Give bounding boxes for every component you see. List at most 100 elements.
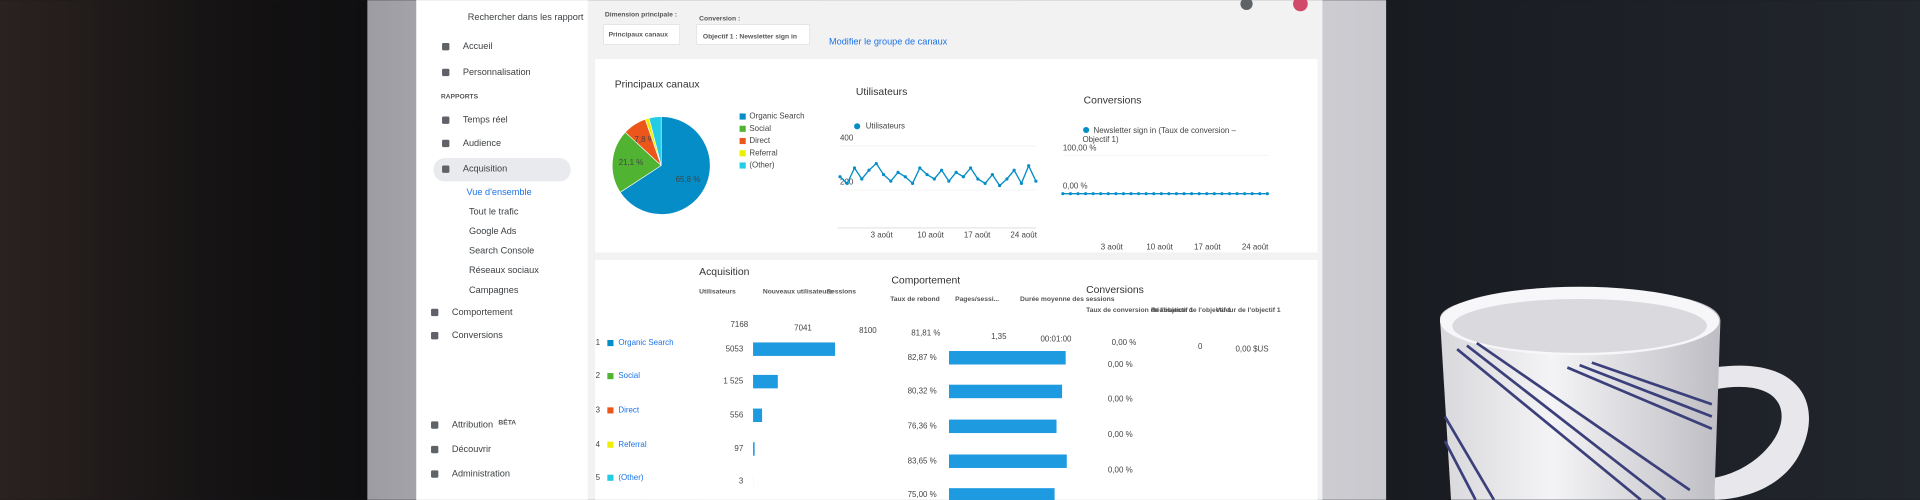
x-tick-label: 24 août: [1010, 230, 1037, 239]
nav-item[interactable]: Vue d'ensemble: [467, 187, 532, 197]
x-tick-label: 24 août: [1242, 243, 1269, 252]
nav-item[interactable]: Conversions: [452, 330, 503, 340]
bar: [948, 384, 1063, 399]
nav-item[interactable]: Campagnes: [469, 285, 519, 295]
nav-item[interactable]: Search Console: [469, 246, 534, 256]
pie-slice: [648, 116, 662, 166]
x-tick-label: 10 août: [1146, 243, 1173, 252]
slice-label: 21,1 %: [619, 158, 644, 167]
cell-value: 0,00 %: [1108, 466, 1133, 475]
section-title: Acquisition: [699, 267, 749, 278]
cell-value: 1 525: [723, 377, 743, 386]
nav-item[interactable]: Attribution: [452, 420, 493, 430]
slice-label: 7,8 %: [634, 135, 654, 144]
column-header: Pages/sessi...: [955, 296, 999, 303]
nav-item[interactable]: Réseaux sociaux: [469, 265, 539, 275]
bar: [753, 442, 755, 456]
column-header: Taux de rebond: [890, 296, 940, 303]
nav-item[interactable]: Tout le trafic: [469, 206, 519, 216]
total-value: 7041: [794, 323, 812, 332]
nav-icon: [442, 43, 450, 51]
nav-item[interactable]: Accueil: [463, 41, 493, 51]
section-label: RAPPORTS: [441, 94, 479, 101]
total-value: 1,35: [991, 332, 1007, 341]
total-value: 0,00 %: [1112, 338, 1137, 347]
legend-dot: [854, 123, 861, 130]
cell-value: 80,32 %: [908, 387, 937, 396]
y-tick-label: 400: [840, 134, 854, 143]
row-swatch: [607, 441, 614, 448]
dropdown[interactable]: [603, 24, 680, 45]
row-label[interactable]: Referral: [618, 440, 646, 449]
avatar[interactable]: [1293, 0, 1308, 12]
nav-item[interactable]: Temps réel: [463, 115, 508, 125]
row-label[interactable]: Organic Search: [618, 338, 673, 347]
legend-label: Newsletter sign in (Taux de conversion –…: [1082, 126, 1236, 144]
column-header: Réalisation de l'objectif 1: [1151, 307, 1232, 314]
dropdown-value: Principaux canaux: [609, 31, 669, 38]
row-label[interactable]: Direct: [618, 406, 640, 415]
nav-item[interactable]: Audience: [463, 138, 501, 148]
bar: [948, 454, 1067, 468]
link[interactable]: Modifier le groupe de canaux: [829, 36, 948, 46]
cell-value: 75,00 %: [908, 490, 937, 499]
nav-item[interactable]: Administration: [452, 469, 510, 479]
row-swatch: [607, 407, 614, 414]
dropdown[interactable]: [696, 24, 810, 45]
row-label[interactable]: (Other): [618, 473, 643, 482]
x-tick-label: 17 août: [1194, 243, 1221, 252]
row-number: 1: [596, 338, 601, 347]
card-title: Conversions: [1084, 95, 1142, 106]
cell-value: 0,00 %: [1108, 360, 1133, 369]
row-number: 4: [596, 440, 601, 449]
legend-label: Direct: [749, 136, 771, 145]
mug-stripes: [1443, 341, 1713, 500]
row-number: 3: [596, 406, 601, 415]
mug-inside: [1452, 298, 1707, 353]
legend-swatch: [739, 137, 746, 145]
total-value: 0,00 $US: [1235, 344, 1268, 353]
nav-icon: [442, 139, 450, 148]
legend-label: Utilisateurs: [866, 121, 905, 130]
nav-icon: [431, 470, 439, 478]
cell-value: 0,00 %: [1108, 394, 1133, 403]
nav-icon: [431, 308, 439, 317]
nav-item[interactable]: Découvrir: [452, 444, 491, 454]
nav-item[interactable]: Google Ads: [469, 226, 517, 236]
total-value: 0: [1198, 342, 1203, 351]
pie-slice: [619, 116, 711, 215]
row-label[interactable]: Social: [618, 371, 640, 380]
legend-swatch: [739, 162, 746, 169]
bar: [948, 488, 1055, 500]
nav-icon: [442, 116, 450, 124]
legend-label: Organic Search: [749, 112, 804, 121]
cell-value: 3: [739, 477, 744, 486]
y-tick-label: 0,00 %: [1063, 181, 1088, 190]
mug-handle: [1714, 365, 1810, 500]
row-swatch: [607, 474, 614, 481]
legend-label: Social: [749, 124, 771, 133]
total-value: 8100: [859, 326, 877, 335]
nav-item[interactable]: Personnalisation: [463, 67, 531, 77]
legend-label: Referral: [749, 148, 777, 157]
cell-value: 97: [734, 444, 743, 453]
cell-value: 83,65 %: [908, 456, 937, 465]
row-swatch: [607, 340, 614, 347]
y-tick-label: 100,00 %: [1063, 143, 1097, 152]
nav-icon: [431, 421, 439, 429]
nav-item[interactable]: Acquisition: [463, 164, 507, 174]
x-tick-label: 17 août: [964, 230, 991, 239]
legend-swatch: [739, 113, 746, 120]
dropdown-value: Objectif 1 : Newsletter sign in: [703, 34, 797, 41]
card-title: Utilisateurs: [856, 87, 907, 98]
total-value: 7168: [730, 320, 748, 329]
help-icon[interactable]: [1240, 0, 1253, 10]
nav-icon: [431, 445, 439, 454]
cell-value: 0,00 %: [1108, 430, 1133, 439]
nav-item[interactable]: Comportement: [452, 307, 513, 317]
bar: [948, 419, 1057, 434]
bar: [753, 408, 763, 423]
pie-slice: [611, 131, 662, 193]
